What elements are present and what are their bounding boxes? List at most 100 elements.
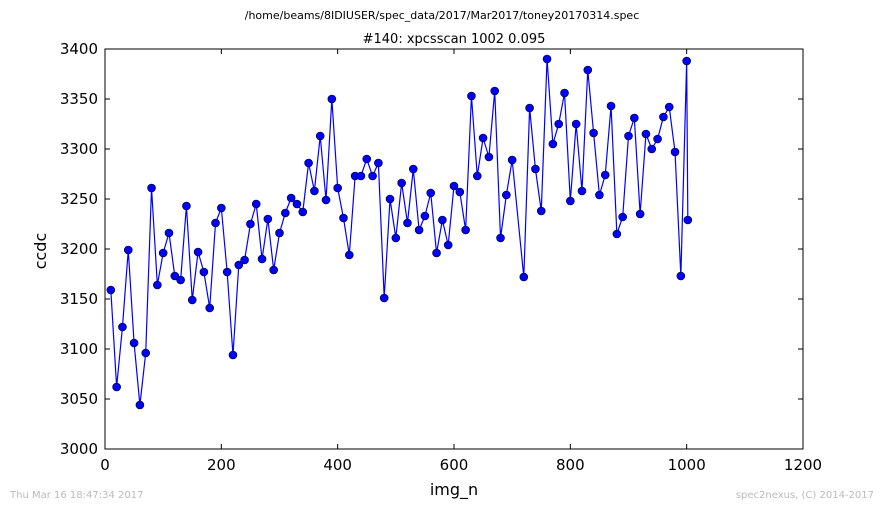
- y-tick-label: 3400: [60, 40, 98, 58]
- data-point: [158, 248, 168, 258]
- data-point: [490, 86, 500, 96]
- data-point: [502, 190, 511, 200]
- series-line: [110, 58, 689, 406]
- data-point: [118, 322, 127, 332]
- data-point: [519, 272, 529, 282]
- data-point: [420, 211, 430, 221]
- data-point: [571, 119, 581, 129]
- data-point: [356, 171, 366, 181]
- data-point: [560, 88, 569, 98]
- file-path: /home/beams/8IDIUSER/spec_data/2017/Mar2…: [245, 9, 640, 22]
- data-point: [606, 101, 616, 111]
- data-point: [368, 171, 377, 181]
- data-point: [414, 225, 424, 235]
- data-point: [344, 250, 354, 260]
- data-point: [426, 188, 436, 198]
- credit: spec2nexus, (C) 2014-2017: [736, 490, 874, 501]
- data-point: [269, 265, 278, 275]
- data-point: [664, 102, 674, 112]
- data-point: [263, 214, 273, 224]
- timestamp: Thu Mar 16 18:47:34 2017: [9, 490, 143, 501]
- data-point: [408, 164, 418, 174]
- data-point: [217, 203, 226, 213]
- data-point: [536, 206, 546, 216]
- data-point: [542, 54, 552, 64]
- y-tick-label: 3100: [60, 340, 98, 358]
- data-point: [275, 228, 284, 238]
- data-point: [467, 91, 476, 101]
- data-point: [123, 245, 133, 255]
- y-tick-label: 3050: [60, 390, 98, 408]
- y-tick-label: 3250: [60, 190, 98, 208]
- data-point: [176, 275, 185, 285]
- data-point: [525, 103, 534, 113]
- series-layer: [106, 54, 693, 410]
- data-point: [310, 186, 319, 196]
- x-tick-label: 400: [323, 456, 352, 474]
- data-point: [379, 293, 389, 303]
- data-point: [222, 267, 232, 277]
- data-point: [106, 285, 116, 295]
- data-point: [170, 271, 180, 281]
- y-tick-label: 3000: [60, 440, 98, 458]
- x-tick-label: 1000: [668, 456, 706, 474]
- data-point: [141, 348, 151, 358]
- data-point: [507, 155, 517, 165]
- data-point: [589, 128, 598, 138]
- data-point: [193, 247, 203, 257]
- data-point: [653, 134, 662, 144]
- data-point: [438, 215, 447, 225]
- y-axis-label: ccdc: [31, 233, 50, 270]
- data-point: [531, 164, 540, 174]
- data-point: [397, 178, 406, 188]
- y-tick-label: 3150: [60, 290, 98, 308]
- data-point: [199, 267, 209, 277]
- x-tick-label: 1200: [784, 456, 822, 474]
- y-tick-label: 3200: [60, 240, 98, 258]
- data-point: [246, 219, 255, 229]
- data-point: [187, 295, 197, 305]
- data-point: [566, 196, 575, 206]
- data-point: [385, 194, 395, 204]
- data-point: [496, 233, 505, 243]
- x-axis-label: img_n: [430, 480, 478, 500]
- data-point: [112, 382, 121, 392]
- data-point: [182, 201, 191, 211]
- y-tick-label: 3300: [60, 140, 98, 158]
- data-point: [403, 218, 412, 228]
- data-point: [682, 56, 691, 66]
- chart-title: #140: xpcsscan 1002 0.095: [363, 32, 546, 47]
- data-point: [374, 158, 383, 168]
- data-point: [315, 131, 325, 141]
- data-point: [339, 213, 348, 223]
- data-point: [624, 131, 633, 141]
- data-point: [455, 187, 465, 197]
- x-tick-label: 200: [207, 456, 236, 474]
- data-point: [228, 350, 238, 360]
- data-point: [281, 208, 290, 218]
- x-tick-label: 800: [556, 456, 585, 474]
- data-point: [333, 183, 342, 193]
- data-point: [147, 183, 156, 193]
- data-point: [240, 255, 249, 265]
- data-point: [304, 158, 313, 168]
- data-point: [362, 154, 372, 164]
- data-point: [554, 119, 564, 129]
- data-point: [577, 186, 587, 196]
- x-tick-label: 600: [440, 456, 469, 474]
- data-point: [298, 207, 308, 217]
- data-point: [647, 144, 657, 154]
- data-point: [251, 199, 261, 209]
- data-point: [449, 181, 459, 191]
- data-point: [583, 65, 593, 75]
- data-point: [600, 170, 610, 180]
- data-point: [286, 193, 296, 203]
- x-tick-label: 0: [100, 456, 110, 474]
- data-point: [257, 254, 267, 264]
- data-point: [472, 171, 482, 181]
- data-point: [478, 133, 488, 143]
- plot-area: [104, 48, 804, 450]
- data-point: [659, 112, 668, 122]
- data-point: [641, 129, 651, 139]
